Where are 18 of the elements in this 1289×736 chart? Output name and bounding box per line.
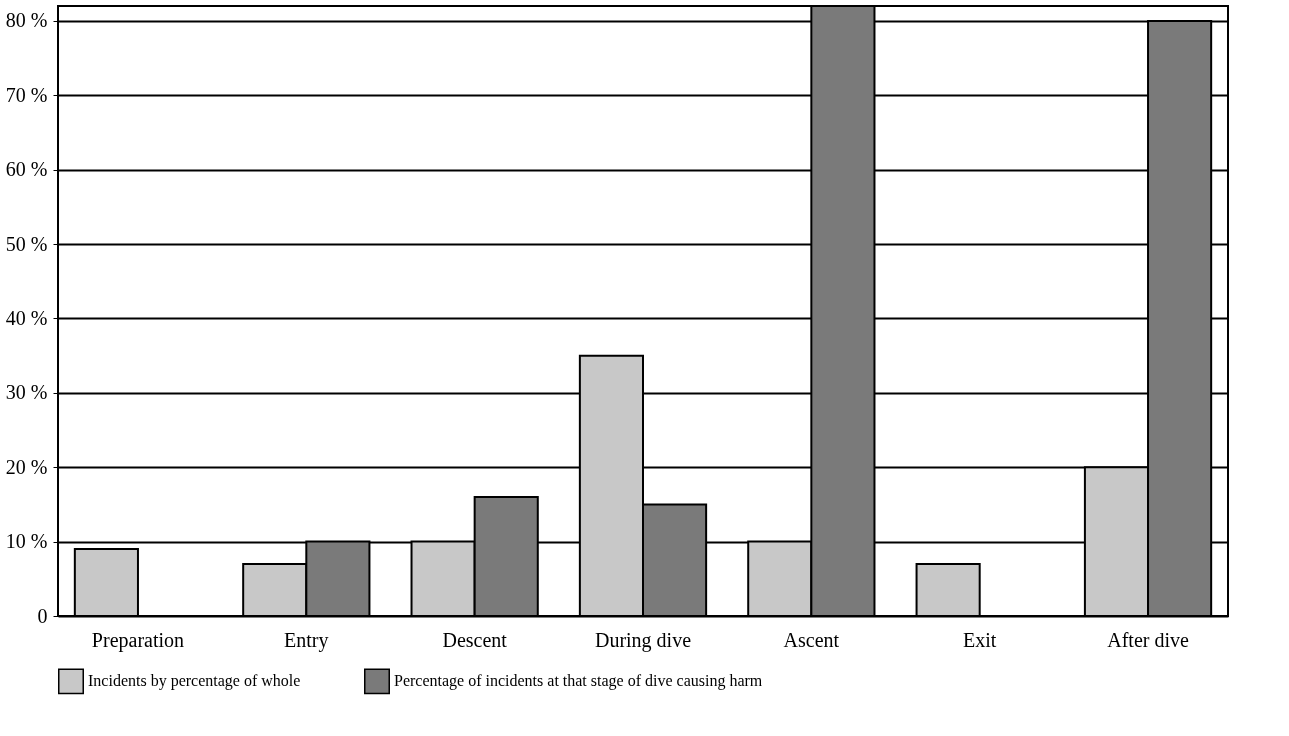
x-tick-label: Exit — [963, 628, 997, 651]
y-tick-label: 0 — [37, 604, 48, 627]
y-tick-label: 40 % — [5, 306, 48, 329]
y-tick-label: 20 % — [5, 455, 48, 478]
y-tick-label: 30 % — [5, 381, 48, 404]
y-tick-label: 50 % — [5, 232, 48, 255]
x-tick-label: Entry — [284, 628, 329, 652]
y-tick-label: 10 % — [5, 530, 48, 553]
legend-label: Percentage of incidents at that stage of dive causing harm — [394, 672, 763, 691]
x-tick-label: Ascent — [783, 628, 840, 651]
y-tick-label: 60 % — [5, 158, 48, 181]
y-tick-label: 70 % — [5, 83, 48, 106]
legend-label: Incidents by percentage of whole — [88, 672, 301, 691]
x-tick-label: Preparation — [91, 628, 185, 652]
x-tick-label: During dive — [594, 628, 692, 652]
x-tick-label: After dive — [1107, 628, 1189, 651]
x-tick-label: Descent — [442, 628, 508, 651]
y-tick-label: 80 % — [5, 9, 48, 32]
